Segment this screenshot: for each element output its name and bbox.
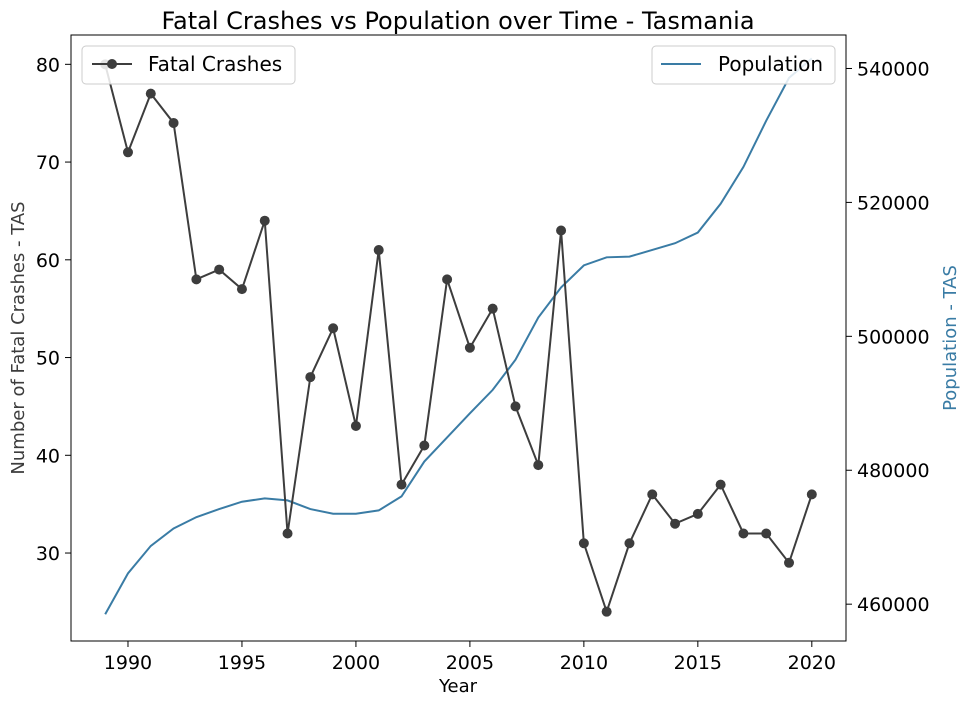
y-right-tick-label: 460000: [857, 594, 930, 616]
fatal-crashes-point: [168, 117, 179, 128]
fatal-crashes-point: [670, 518, 681, 529]
fatal-crashes-point: [214, 264, 225, 275]
y-left-tick-label: 30: [36, 543, 60, 565]
fatal-crashes-point: [624, 538, 635, 549]
x-axis-label: Year: [438, 676, 478, 697]
fatal-crashes-point: [692, 508, 703, 519]
fatal-crashes-point: [305, 372, 316, 383]
fatal-crashes-point: [738, 528, 749, 539]
y-axis-left: 30 40 50 60 70 80: [36, 54, 71, 565]
fatal-crashes-point: [328, 323, 339, 334]
x-tick-label: 2010: [560, 652, 608, 674]
legend-crashes-frame: [81, 45, 296, 85]
fatal-crashes-point: [191, 274, 202, 285]
x-axis: 1990 1995 2000 2005 2010 2015 2020: [104, 641, 836, 674]
y-left-tick-label: 70: [36, 152, 60, 174]
fatal-crashes-point: [761, 528, 772, 539]
x-tick-label: 2005: [446, 652, 494, 674]
fatal-crashes-point: [350, 420, 361, 431]
y-left-tick-label: 40: [36, 445, 60, 467]
y-right-tick-label: 500000: [857, 326, 930, 348]
legend-crashes: Fatal Crashes: [81, 45, 296, 85]
fatal-crashes-point: [556, 225, 567, 236]
x-tick-label: 2000: [332, 652, 380, 674]
plot-frame: [70, 34, 847, 642]
y-right-tick-label: 480000: [857, 460, 930, 482]
y-right-tick-label: 520000: [857, 192, 930, 214]
x-tick-label: 2020: [788, 652, 836, 674]
fatal-crashes-point: [784, 557, 795, 568]
fatal-crashes-point: [647, 489, 658, 500]
fatal-crashes-point: [533, 460, 544, 471]
fatal-crashes-point: [282, 528, 293, 539]
fatal-crashes-point: [373, 245, 384, 256]
fatal-crashes-point: [259, 215, 270, 226]
y-left-tick-label: 50: [36, 348, 60, 370]
series-layer: [100, 57, 817, 617]
x-tick-label: 2015: [674, 652, 722, 674]
x-tick-label: 1995: [218, 652, 266, 674]
legend-population-frame: [651, 45, 836, 85]
fatal-crashes-point: [464, 342, 475, 353]
y-left-tick-label: 80: [36, 54, 60, 76]
fatal-crashes-line: [104, 64, 813, 615]
legend-crashes-marker: [107, 59, 117, 69]
y-axis-right-label: Population - TAS: [940, 265, 961, 411]
chart-title: Fatal Crashes vs Population over Time - …: [161, 7, 754, 35]
fatal-crashes-point: [122, 147, 133, 158]
fatal-crashes-point: [601, 606, 612, 617]
fatal-crashes-point: [419, 440, 430, 451]
legend-crashes-label: Fatal Crashes: [148, 52, 282, 76]
fatal-crashes-point: [806, 489, 817, 500]
legend-population: Population: [651, 45, 836, 85]
x-tick-label: 1990: [104, 652, 152, 674]
y-right-tick-label: 540000: [857, 58, 930, 80]
fatal-crashes-point: [487, 303, 498, 314]
plot-area: 1990 1995 2000 2005 2010 2015 2020 30 40 50 60 70 8…: [36, 34, 930, 674]
fatal-crashes-point: [510, 401, 521, 412]
fatal-crashes-point: [396, 479, 407, 490]
population-line: [104, 57, 813, 615]
y-axis-left-label: Number of Fatal Crashes - TAS: [8, 201, 29, 474]
fatal-crashes-point: [145, 88, 156, 99]
legend-population-label: Population: [718, 52, 823, 76]
fatal-crashes-point: [715, 479, 726, 490]
fatal-crashes-point: [236, 284, 247, 295]
fatal-crashes-point: [442, 274, 453, 285]
fatal-crashes-point: [578, 538, 589, 549]
y-left-tick-label: 60: [36, 250, 60, 272]
y-axis-right: 460000 480000 500000 520000 540000: [846, 58, 930, 616]
